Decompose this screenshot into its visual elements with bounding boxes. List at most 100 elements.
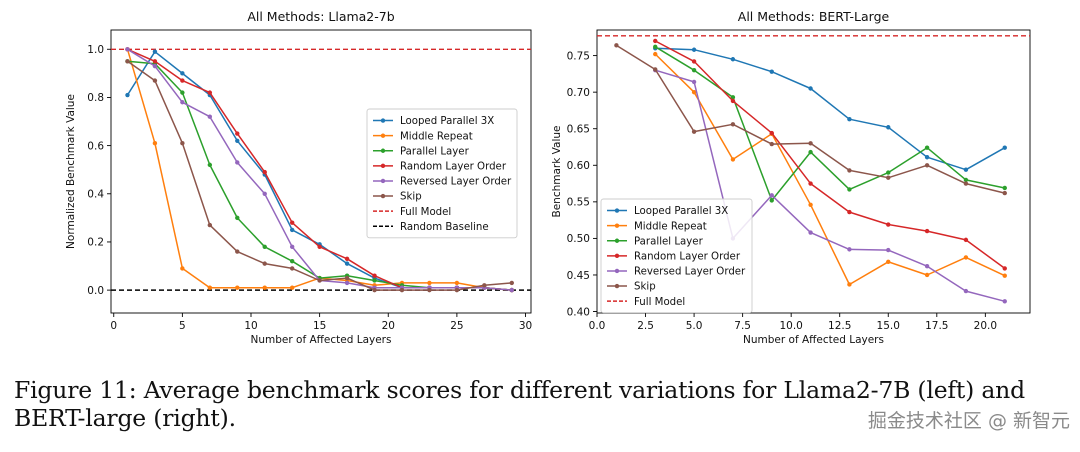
legend-marker-reversed-layer-order	[380, 178, 386, 184]
legend-frame	[366, 108, 518, 239]
x-tick-label: 10	[244, 320, 257, 332]
data-point-skip	[235, 249, 240, 254]
data-point-skip	[808, 141, 813, 146]
x-tick-label: 12.5	[828, 320, 851, 332]
legend-marker-middle-repeat	[380, 133, 386, 138]
data-point-skip	[614, 43, 619, 48]
data-point-skip	[317, 278, 322, 283]
legend-marker-middle-repeat	[614, 223, 620, 228]
data-point-reversed-layer-order	[509, 287, 514, 293]
chart-title: All Methods: BERT-Large	[738, 9, 890, 24]
data-point-middle-repeat	[427, 280, 432, 286]
data-point-skip	[180, 141, 185, 146]
data-point-random-layer-order	[372, 273, 377, 278]
data-point-reversed-layer-order	[886, 247, 891, 253]
data-point-looped-parallel-3x	[235, 138, 240, 143]
legend-label-parallel-layer: Parallel Layer	[634, 236, 704, 247]
data-point-random-layer-order	[886, 222, 891, 227]
data-point-middle-repeat	[235, 285, 240, 290]
data-point-parallel-layer	[924, 145, 930, 150]
data-point-skip	[769, 141, 774, 147]
legend-label-reversed-layer-order: Reversed Layer Order	[634, 267, 746, 278]
data-point-reversed-layer-order	[691, 79, 697, 85]
data-point-looped-parallel-3x	[180, 71, 185, 76]
data-point-skip	[289, 266, 295, 271]
x-tick-label: 20.0	[974, 320, 997, 332]
legend-label-random-layer-order: Random Layer Order	[634, 251, 741, 262]
legend-marker-looped-parallel-3x	[614, 208, 620, 213]
y-tick-label: 0.50	[567, 233, 590, 245]
data-point-random-layer-order	[262, 169, 267, 175]
data-point-parallel-layer	[262, 244, 267, 249]
x-tick-label: 5.0	[686, 320, 703, 332]
data-point-middle-repeat	[454, 280, 460, 286]
x-tick-label: 17.5	[925, 320, 948, 332]
data-point-random-layer-order	[207, 90, 213, 95]
legend-label-middle-repeat: Middle Repeat	[634, 221, 707, 232]
figure-caption: Figure 11: Average benchmark scores for …	[14, 376, 1025, 432]
legend-marker-looped-parallel-3x	[380, 118, 386, 123]
legend-label-full-model: Full Model	[400, 207, 451, 218]
plot-area-frame	[596, 29, 1031, 314]
data-point-middle-repeat	[963, 255, 969, 260]
y-tick-label: 0.70	[567, 87, 590, 99]
x-tick-label: 5	[179, 320, 186, 332]
data-point-skip	[730, 122, 736, 127]
legend-marker-reversed-layer-order	[614, 268, 620, 274]
series-line-random-layer-order	[654, 40, 1006, 270]
data-layer	[597, 35, 1030, 304]
data-point-looped-parallel-3x	[152, 49, 158, 54]
series-line-looped-parallel-3x	[655, 47, 1006, 171]
x-tick-label: 7.5	[734, 320, 751, 332]
data-point-reversed-layer-order	[924, 263, 930, 269]
legend-marker-parallel-layer	[380, 148, 386, 153]
data-point-random-layer-order	[691, 59, 697, 64]
data-point-random-layer-order	[289, 220, 295, 225]
data-point-middle-repeat	[847, 282, 852, 287]
data-layer	[111, 47, 531, 293]
data-point-skip	[509, 280, 514, 286]
data-point-reversed-layer-order	[769, 193, 774, 198]
legend-label-looped-parallel-3x: Looped Parallel 3X	[634, 206, 728, 217]
data-point-looped-parallel-3x	[730, 57, 736, 62]
data-point-looped-parallel-3x	[886, 125, 891, 130]
data-point-parallel-layer	[847, 187, 852, 192]
x-tick-label: 10.0	[779, 320, 802, 332]
data-point-middle-repeat	[1002, 273, 1007, 278]
chart-title: All Methods: Llama2-7b	[247, 9, 394, 24]
data-point-skip	[847, 168, 852, 173]
data-point-reversed-layer-order	[808, 230, 813, 235]
data-point-looped-parallel-3x	[963, 167, 969, 172]
data-point-skip	[482, 283, 487, 288]
data-point-looped-parallel-3x	[847, 117, 852, 122]
data-point-reversed-layer-order	[235, 160, 240, 165]
data-point-middle-repeat	[653, 51, 658, 57]
data-point-skip	[372, 287, 377, 293]
data-point-middle-repeat	[730, 157, 736, 162]
data-point-reversed-layer-order	[847, 247, 852, 252]
data-point-skip	[653, 67, 658, 72]
data-point-parallel-layer	[653, 44, 658, 50]
legend-marker-skip	[380, 193, 386, 199]
data-point-reversed-layer-order	[180, 100, 185, 105]
data-point-skip	[152, 78, 158, 83]
series-line-parallel-layer	[654, 46, 1005, 202]
data-point-random-layer-order	[808, 181, 813, 186]
series-line-skip	[616, 44, 1005, 194]
data-point-random-layer-order	[317, 244, 322, 249]
data-point-random-layer-order	[730, 98, 736, 104]
bert-large-chart: All Methods: BERT-Large 0.0 2.5 5.0 7.5 10.0 1…	[551, 9, 1031, 346]
data-point-middle-repeat	[152, 141, 158, 146]
data-point-looped-parallel-3x	[924, 155, 930, 160]
legend-marker-skip	[614, 283, 620, 289]
legend-label-middle-repeat: Middle Repeat	[400, 131, 473, 142]
y-tick-label: 0.55	[567, 197, 590, 209]
data-point-reversed-layer-order	[262, 191, 267, 196]
data-point-looped-parallel-3x	[808, 86, 813, 91]
legend-label-skip: Skip	[400, 192, 422, 203]
data-point-random-layer-order	[653, 38, 658, 44]
data-point-random-layer-order	[924, 228, 930, 234]
data-point-middle-repeat	[262, 285, 267, 290]
data-point-random-layer-order	[769, 130, 774, 136]
legend-label-full-model: Full Model	[634, 297, 685, 308]
